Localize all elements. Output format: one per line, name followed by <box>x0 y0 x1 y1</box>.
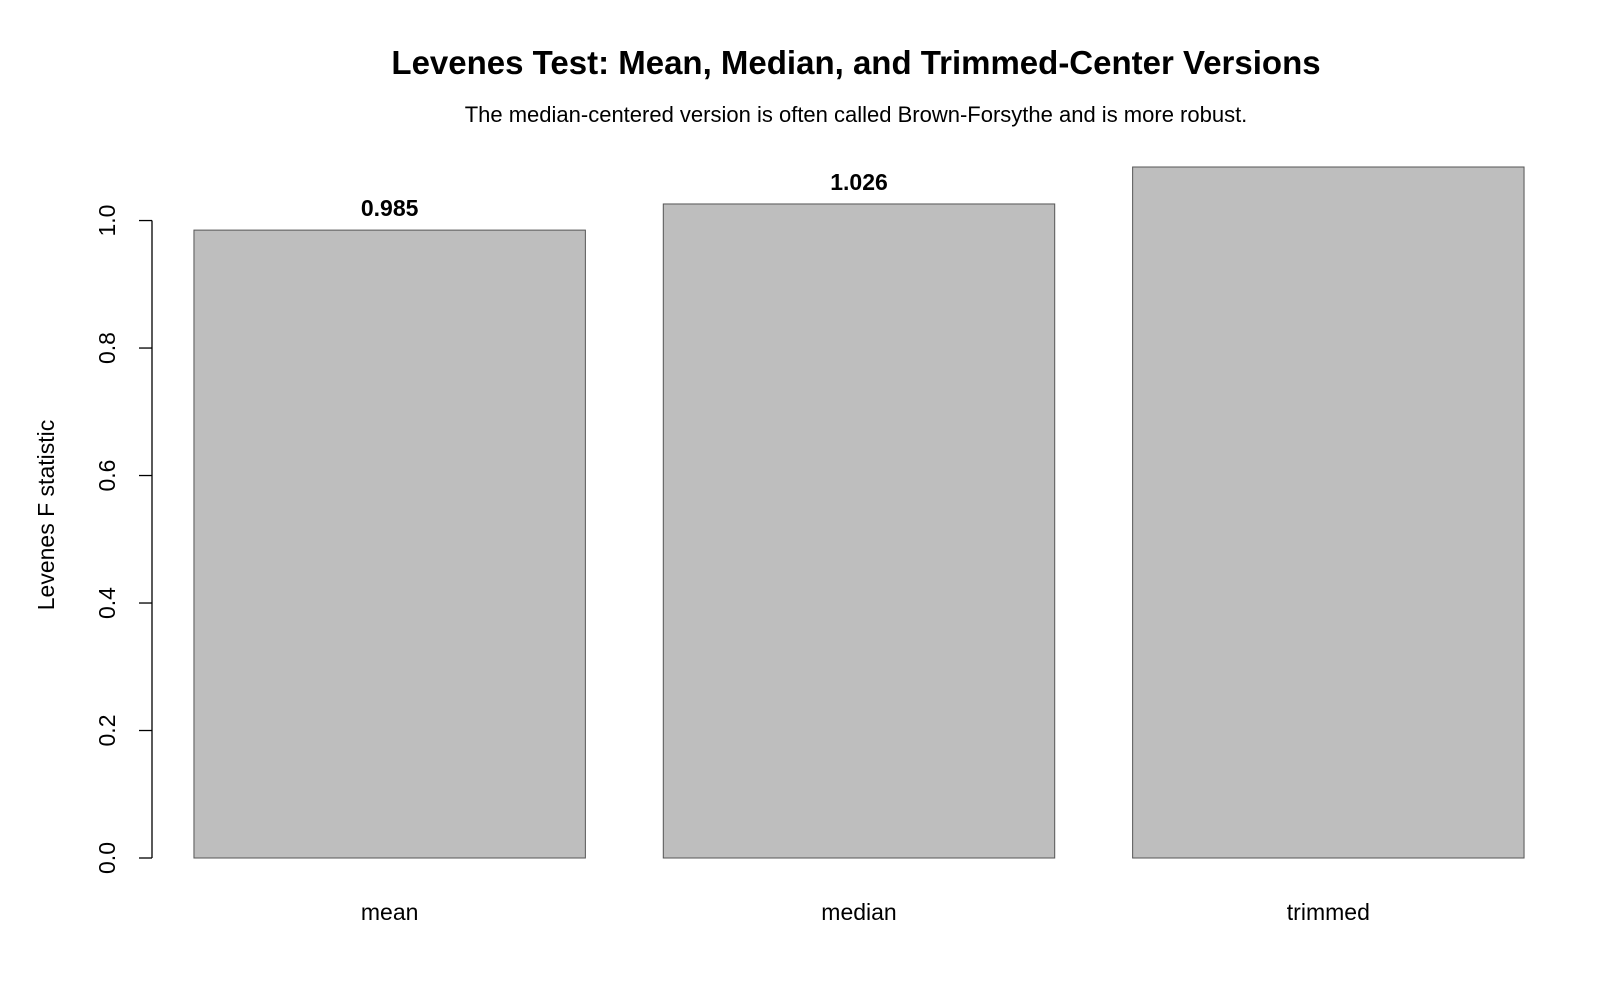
category-label-median: median <box>821 899 896 925</box>
value-labels: 0.985 1.026 <box>361 169 888 221</box>
y-tick-label: 0.0 <box>94 842 120 874</box>
y-tick-label: 0.8 <box>94 332 120 364</box>
value-label-median: 1.026 <box>830 169 888 195</box>
y-tick-label: 1.0 <box>94 205 120 237</box>
value-label-mean: 0.985 <box>361 195 419 221</box>
category-label-trimmed: trimmed <box>1287 899 1370 925</box>
chart-subtitle: The median-centered version is often cal… <box>465 102 1248 127</box>
bars <box>193 166 1525 859</box>
bar-mean <box>193 229 586 859</box>
y-tick-label: 0.4 <box>94 587 120 619</box>
bar-trimmed <box>1132 166 1525 859</box>
y-axis-label: Levenes F statistic <box>33 420 59 610</box>
y-axis: 0.0 0.2 0.4 0.6 0.8 1.0 <box>94 205 153 874</box>
category-label-mean: mean <box>361 899 419 925</box>
category-labels: mean median trimmed <box>361 899 1370 925</box>
y-tick-label: 0.6 <box>94 460 120 492</box>
chart-title: Levenes Test: Mean, Median, and Trimmed-… <box>391 44 1320 81</box>
y-tick-label: 0.2 <box>94 715 120 747</box>
bar-median <box>662 203 1056 859</box>
